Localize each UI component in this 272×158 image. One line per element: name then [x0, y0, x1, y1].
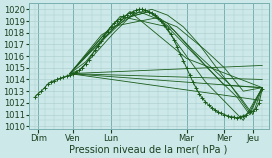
X-axis label: Pression niveau de la mer( hPa ): Pression niveau de la mer( hPa )	[69, 145, 228, 155]
